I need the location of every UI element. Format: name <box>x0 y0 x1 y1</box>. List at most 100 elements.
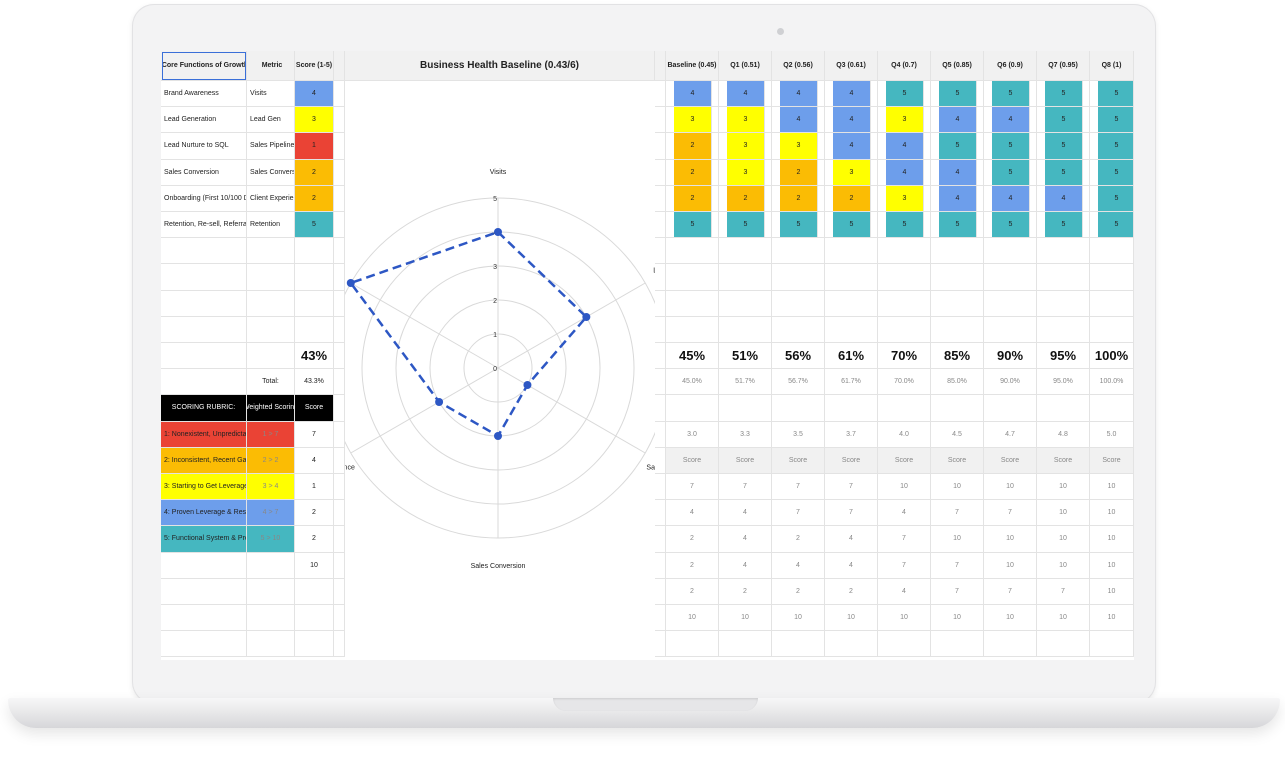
quarter-score-wrap[interactable]: 4 <box>931 185 984 212</box>
quarter-percent[interactable]: 90% <box>984 343 1037 370</box>
spacer-cell[interactable] <box>655 526 666 553</box>
empty-cell[interactable] <box>666 316 719 343</box>
empty-cell[interactable] <box>295 631 334 658</box>
quarter-weight-cell[interactable]: 10 <box>1037 605 1090 632</box>
quarter-weight-cell[interactable]: 4 <box>719 552 772 579</box>
quarter-score-cell[interactable]: 5 <box>992 81 1030 107</box>
spacer-cell[interactable] <box>334 369 345 396</box>
empty-cell[interactable] <box>878 290 931 317</box>
quarter-score-cell[interactable]: 5 <box>1045 159 1083 185</box>
empty-cell[interactable] <box>772 290 825 317</box>
quarter-weight-cell[interactable]: 7 <box>772 500 825 527</box>
score-cell[interactable]: 1 <box>295 133 334 160</box>
quarter-header[interactable]: Q7 (0.95) <box>1037 51 1090 81</box>
spacer-cell[interactable] <box>655 107 666 134</box>
empty-cell[interactable] <box>161 578 247 605</box>
spacer-cell[interactable] <box>655 316 666 343</box>
quarter-percent[interactable]: 45% <box>666 343 719 370</box>
empty-cell[interactable] <box>295 238 334 265</box>
quarter-score-wrap[interactable]: 4 <box>825 107 878 134</box>
quarter-score-cell[interactable]: 3 <box>780 133 818 159</box>
empty-cell[interactable] <box>1037 238 1090 265</box>
quarter-header[interactable]: Q8 (1) <box>1090 51 1134 81</box>
quarter-weight-cell[interactable]: 7 <box>984 500 1037 527</box>
empty-cell[interactable] <box>825 631 878 658</box>
quarter-score-wrap[interactable]: 5 <box>931 212 984 239</box>
empty-cell[interactable] <box>719 290 772 317</box>
spacer-cell[interactable] <box>655 421 666 448</box>
quarter-percent-small[interactable]: 85.0% <box>931 369 984 396</box>
quarter-average[interactable]: 3.0 <box>666 421 719 448</box>
empty-cell[interactable] <box>666 631 719 658</box>
quarter-score-wrap[interactable]: 3 <box>825 159 878 186</box>
quarter-score-cell[interactable]: 3 <box>727 107 765 133</box>
empty-cell[interactable] <box>666 395 719 422</box>
metric-cell[interactable]: Lead Gen <box>247 107 295 134</box>
quarter-percent[interactable]: 51% <box>719 343 772 370</box>
quarter-score-cell[interactable]: 5 <box>1045 133 1083 159</box>
spacer-cell[interactable] <box>334 133 345 160</box>
quarter-weight-cell[interactable]: 7 <box>666 474 719 501</box>
empty-cell[interactable] <box>931 395 984 422</box>
quarter-score-label[interactable]: Score <box>772 447 825 474</box>
rubric-score-header[interactable]: Score <box>295 395 334 422</box>
quarter-score-cell[interactable]: 5 <box>1098 133 1133 159</box>
quarter-header[interactable]: Q6 (0.9) <box>984 51 1037 81</box>
spacer-cell[interactable] <box>655 605 666 632</box>
quarter-score-cell[interactable]: 3 <box>727 133 765 159</box>
quarter-weight-cell[interactable]: 10 <box>719 605 772 632</box>
total-value[interactable]: 43.3% <box>295 369 334 396</box>
empty-cell[interactable] <box>772 631 825 658</box>
quarter-percent-small[interactable]: 45.0% <box>666 369 719 396</box>
quarter-average[interactable]: 4.7 <box>984 421 1037 448</box>
quarter-score-cell[interactable]: 4 <box>833 81 871 107</box>
quarter-score-wrap[interactable]: 5 <box>984 212 1037 239</box>
core-function-cell[interactable]: Onboarding (First 10/100 Days) <box>161 185 247 212</box>
empty-cell[interactable] <box>666 238 719 265</box>
quarter-weight-cell[interactable]: 10 <box>931 474 984 501</box>
quarter-score-cell[interactable]: 4 <box>992 107 1030 133</box>
spacer-cell[interactable] <box>655 343 666 370</box>
empty-cell[interactable] <box>161 264 247 291</box>
quarter-header[interactable]: Q2 (0.56) <box>772 51 825 81</box>
quarter-weight-cell[interactable]: 10 <box>1037 526 1090 553</box>
quarter-weight-cell[interactable]: 4 <box>772 552 825 579</box>
empty-cell[interactable] <box>295 605 334 632</box>
quarter-score-wrap[interactable]: 5 <box>878 212 931 239</box>
quarter-score-cell[interactable]: 5 <box>992 159 1030 185</box>
header-score[interactable]: Score (1-5) <box>295 51 334 81</box>
quarter-score-wrap[interactable]: 3 <box>719 133 772 160</box>
empty-cell[interactable] <box>1037 290 1090 317</box>
quarter-score-wrap[interactable]: 2 <box>825 185 878 212</box>
quarter-score-wrap[interactable]: 3 <box>719 159 772 186</box>
quarter-score-wrap[interactable]: 5 <box>1090 212 1134 239</box>
quarter-score-wrap[interactable]: 2 <box>666 133 719 160</box>
quarter-score-cell[interactable]: 2 <box>833 185 871 211</box>
quarter-score-cell[interactable]: 4 <box>939 107 977 133</box>
metric-cell[interactable]: Sales Conversion <box>247 159 295 186</box>
quarter-score-wrap[interactable]: 4 <box>772 107 825 134</box>
quarter-weight-cell[interactable]: 2 <box>825 578 878 605</box>
quarter-weight-cell[interactable]: 7 <box>931 552 984 579</box>
quarter-score-wrap[interactable]: 5 <box>1090 107 1134 134</box>
score-cell[interactable]: 2 <box>295 159 334 186</box>
spacer-cell[interactable] <box>334 238 345 265</box>
rubric-item-label[interactable]: 1: Nonexistent, Unpredictable <box>161 421 247 448</box>
spacer-cell[interactable] <box>334 264 345 291</box>
spacer-cell[interactable] <box>655 212 666 239</box>
quarter-weight-cell[interactable]: 10 <box>878 474 931 501</box>
spacer-cell[interactable] <box>655 185 666 212</box>
empty-cell[interactable] <box>1090 264 1134 291</box>
rubric-item-weight[interactable]: 3 > 4 <box>247 474 295 501</box>
quarter-score-label[interactable]: Score <box>666 447 719 474</box>
quarter-weight-cell[interactable]: 10 <box>1037 500 1090 527</box>
spacer-cell[interactable] <box>334 474 345 501</box>
spacer-cell[interactable] <box>655 552 666 579</box>
quarter-weight-cell[interactable]: 2 <box>666 578 719 605</box>
core-function-cell[interactable]: Sales Conversion <box>161 159 247 186</box>
quarter-weight-cell[interactable]: 10 <box>984 474 1037 501</box>
empty-cell[interactable] <box>1037 264 1090 291</box>
quarter-percent[interactable]: 95% <box>1037 343 1090 370</box>
quarter-score-label[interactable]: Score <box>931 447 984 474</box>
quarter-score-label[interactable]: Score <box>825 447 878 474</box>
